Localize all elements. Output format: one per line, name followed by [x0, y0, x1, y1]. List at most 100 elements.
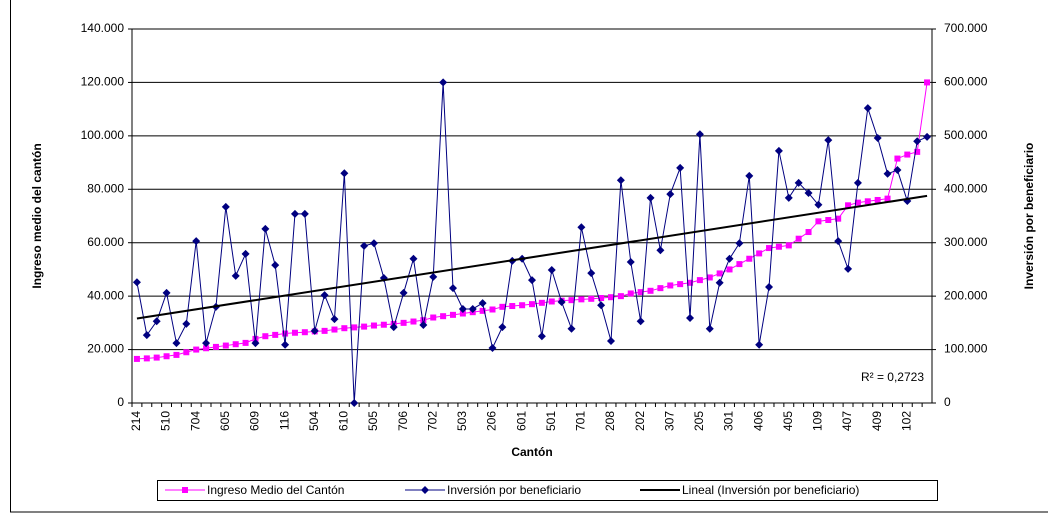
data-point — [242, 339, 249, 346]
x-tick-label: 610 — [337, 411, 351, 431]
data-point — [458, 304, 467, 313]
data-point — [873, 133, 882, 142]
data-point — [834, 237, 843, 246]
data-point — [705, 324, 714, 333]
data-point — [380, 321, 387, 328]
data-point — [320, 291, 329, 300]
data-point — [232, 341, 239, 348]
data-point — [310, 326, 319, 335]
data-point — [863, 104, 872, 113]
x-tick-label: 109 — [811, 411, 825, 431]
data-point — [519, 302, 526, 309]
data-point — [924, 79, 931, 86]
y2-tick-label: 200.000 — [944, 288, 988, 302]
data-point — [923, 132, 932, 141]
data-point — [715, 278, 724, 287]
data-point — [656, 246, 665, 255]
data-point — [163, 353, 170, 360]
data-point — [706, 274, 713, 281]
data-point — [370, 322, 377, 329]
data-point — [636, 317, 645, 326]
x-tick-label: 407 — [840, 411, 854, 431]
data-point — [716, 270, 723, 277]
data-point — [666, 190, 675, 199]
data-point — [192, 237, 201, 246]
y-tick-label: 0 — [117, 395, 124, 409]
data-point — [854, 199, 861, 206]
data-point — [617, 293, 624, 300]
data-point — [864, 198, 871, 205]
data-point — [419, 320, 428, 329]
legend-label: Inversión por beneficiario — [447, 483, 581, 497]
data-point — [824, 136, 833, 145]
x-tick-label: 704 — [188, 411, 202, 431]
data-point — [657, 285, 664, 292]
data-point — [290, 209, 299, 218]
y-tick-label: 80.000 — [87, 181, 124, 195]
data-point — [884, 195, 891, 202]
y-axis-title: Ingreso medio del cantón — [30, 143, 44, 288]
data-point — [735, 239, 744, 248]
data-point — [893, 166, 902, 175]
data-point — [143, 355, 150, 362]
data-point — [183, 349, 190, 356]
data-point — [321, 327, 328, 334]
data-point — [805, 229, 812, 236]
data-point — [766, 245, 773, 252]
data-point — [272, 331, 279, 338]
data-point — [261, 224, 270, 233]
data-point — [340, 169, 349, 178]
data-point — [587, 269, 596, 278]
data-point — [626, 257, 635, 266]
x-tick-label: 102 — [899, 411, 913, 431]
data-point — [756, 250, 763, 257]
data-point — [568, 297, 575, 304]
data-point — [468, 304, 477, 313]
x-axis-title: Cantón — [511, 445, 552, 459]
data-point — [152, 317, 161, 326]
data-point — [676, 163, 685, 172]
data-point — [488, 343, 497, 352]
x-tick-label: 307 — [662, 411, 676, 431]
data-point — [646, 193, 655, 202]
data-point — [498, 323, 507, 332]
data-point — [835, 215, 842, 222]
data-point — [439, 78, 448, 87]
legend-marker — [421, 486, 429, 494]
data-point — [815, 218, 822, 225]
data-point — [449, 311, 456, 318]
data-point — [627, 290, 634, 297]
x-tick-label: 501 — [544, 411, 558, 431]
data-point — [647, 287, 654, 294]
y-tick-label: 100.000 — [81, 128, 125, 142]
y2-tick-label: 300.000 — [944, 235, 988, 249]
data-point — [814, 200, 823, 209]
data-point — [695, 130, 704, 139]
x-tick-label: 406 — [751, 411, 765, 431]
data-point — [459, 310, 466, 317]
data-point — [598, 295, 605, 302]
legend-label: Ingreso Medio del Cantón — [207, 483, 344, 497]
data-point — [231, 271, 240, 280]
data-point — [608, 294, 615, 301]
data-point — [537, 332, 546, 341]
data-point — [203, 345, 210, 352]
x-tick-label: 405 — [781, 411, 795, 431]
x-tick-label: 214 — [129, 411, 143, 431]
data-point — [499, 303, 506, 310]
data-point — [745, 171, 754, 180]
data-point — [529, 301, 535, 308]
data-point — [182, 319, 191, 328]
data-point — [538, 299, 545, 306]
data-point — [509, 303, 516, 310]
data-point — [331, 326, 338, 333]
trend-line — [136, 194, 928, 320]
data-point — [913, 137, 922, 146]
data-point — [440, 313, 447, 320]
data-point — [212, 343, 219, 350]
x-tick-label: 706 — [396, 411, 410, 431]
data-point — [222, 342, 229, 349]
data-point — [785, 242, 792, 249]
data-point — [567, 324, 576, 333]
y2-tick-label: 700.000 — [944, 21, 988, 35]
